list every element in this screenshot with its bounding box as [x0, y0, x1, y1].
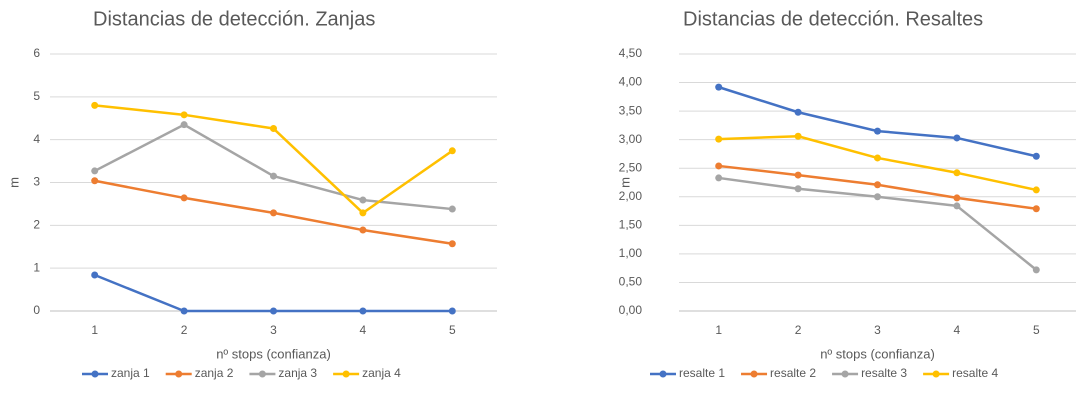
- legend-marker: [841, 370, 849, 378]
- data-point: [1032, 205, 1040, 213]
- y-tick-label: 1,00: [619, 246, 643, 260]
- x-axis-label: nº stops (confianza): [216, 346, 331, 361]
- data-point: [874, 193, 881, 201]
- data-point: [270, 172, 277, 180]
- legend-marker: [342, 370, 350, 378]
- legend-marker: [175, 370, 183, 378]
- data-point: [874, 181, 881, 189]
- data-point: [91, 167, 99, 175]
- legend-label: resalte 1: [679, 366, 725, 380]
- data-point: [91, 101, 99, 109]
- data-point: [448, 205, 456, 213]
- data-point: [180, 307, 188, 315]
- data-point: [359, 196, 367, 204]
- y-tick-label: 6: [33, 46, 40, 60]
- data-point: [180, 111, 188, 119]
- y-tick-label: 4,00: [619, 75, 643, 89]
- x-tick-label: 1: [715, 323, 722, 337]
- legend-marker: [659, 370, 667, 378]
- data-point: [91, 177, 99, 185]
- x-tick-label: 3: [270, 323, 277, 337]
- y-tick-label: 5: [33, 89, 40, 103]
- data-point: [1032, 266, 1040, 274]
- data-point: [715, 162, 723, 170]
- data-point: [359, 307, 367, 315]
- legend-label: resalte 2: [770, 366, 816, 380]
- legend-marker: [258, 370, 266, 378]
- y-tick-label: 3: [33, 175, 40, 189]
- legend-label: resalte 3: [861, 366, 907, 380]
- data-point: [794, 171, 802, 179]
- data-point: [270, 209, 277, 217]
- chart: Distancias de detección. Zanjas m nº stops…: [6, 8, 497, 380]
- data-point: [794, 108, 802, 116]
- legend-label: zanja 1: [111, 366, 150, 380]
- data-point: [180, 194, 188, 202]
- data-point: [270, 125, 277, 133]
- x-tick-label: 2: [181, 323, 188, 337]
- x-tick-label: 5: [1033, 323, 1040, 337]
- y-tick-label: 0: [33, 303, 40, 317]
- x-tick-label: 1: [91, 323, 98, 337]
- chart-title: Distancias de detección. Zanjas: [93, 8, 375, 30]
- series-line: [94, 104, 454, 215]
- data-point: [874, 154, 881, 162]
- x-tick-label: 5: [449, 323, 456, 337]
- data-point: [359, 226, 367, 234]
- chart: Distancias de detección. Resaltes m nº sto…: [617, 8, 1076, 380]
- y-tick-label: 2,00: [619, 189, 643, 203]
- legend-label: zanja 4: [362, 366, 401, 380]
- x-axis-label: nº stops (confianza): [820, 346, 935, 361]
- y-axis-label: m: [617, 177, 632, 188]
- y-tick-label: 2,50: [619, 160, 643, 174]
- series-line: [718, 176, 1038, 271]
- legend-label: zanja 2: [195, 366, 234, 380]
- data-point: [359, 209, 367, 217]
- legend-marker: [91, 370, 99, 378]
- data-point: [715, 174, 723, 182]
- y-axis-label: m: [6, 177, 21, 188]
- y-tick-label: 4,50: [619, 46, 643, 60]
- x-tick-label: 4: [360, 323, 367, 337]
- legend-marker: [932, 370, 940, 378]
- data-point: [874, 127, 881, 135]
- y-tick-label: 0,00: [619, 303, 643, 317]
- data-point: [794, 185, 802, 193]
- legend-marker: [750, 370, 758, 378]
- data-point: [1032, 152, 1040, 160]
- x-tick-label: 4: [954, 323, 961, 337]
- series-line: [94, 273, 453, 313]
- data-point: [448, 147, 456, 155]
- y-tick-label: 2: [33, 218, 40, 232]
- x-tick-label: 2: [795, 323, 802, 337]
- y-tick-label: 1,50: [619, 218, 643, 232]
- data-point: [448, 240, 456, 248]
- data-point: [953, 202, 961, 210]
- y-tick-label: 3,50: [619, 103, 643, 117]
- data-point: [270, 307, 277, 315]
- series-line: [718, 85, 1037, 158]
- chart-title: Distancias de detección. Resaltes: [683, 8, 983, 30]
- data-point: [715, 83, 723, 91]
- y-tick-label: 1: [33, 260, 40, 274]
- x-tick-label: 3: [874, 323, 881, 337]
- series-line: [94, 123, 453, 211]
- legend-label: resalte 4: [952, 366, 998, 380]
- legend-label: zanja 3: [278, 366, 317, 380]
- data-point: [180, 121, 188, 129]
- data-point: [1032, 186, 1040, 194]
- y-tick-label: 0,50: [619, 275, 643, 289]
- data-point: [953, 194, 961, 202]
- data-point: [448, 307, 456, 315]
- data-point: [953, 134, 961, 142]
- data-point: [715, 135, 723, 143]
- data-point: [91, 271, 99, 279]
- data-point: [794, 132, 802, 140]
- y-tick-label: 4: [33, 132, 40, 146]
- y-tick-label: 3,00: [619, 132, 643, 146]
- data-point: [953, 169, 961, 177]
